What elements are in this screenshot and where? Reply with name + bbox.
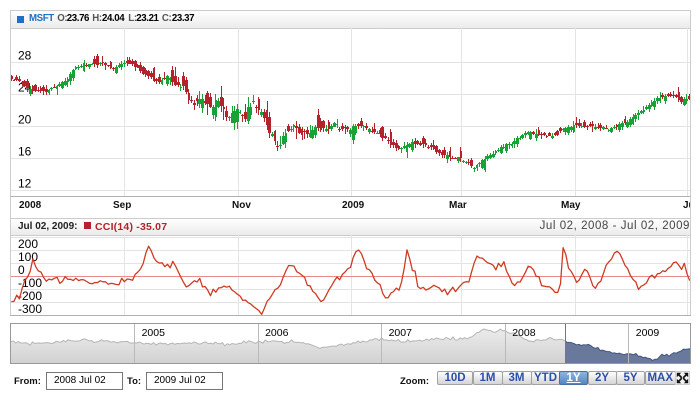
- svg-text:-300: -300: [18, 302, 42, 316]
- svg-text:200: 200: [18, 237, 38, 251]
- svg-text:2007: 2007: [389, 327, 413, 339]
- svg-text:2008: 2008: [512, 327, 536, 339]
- svg-text:2006: 2006: [265, 327, 289, 339]
- svg-text:12: 12: [18, 177, 32, 191]
- svg-text:2005: 2005: [142, 327, 166, 339]
- svg-text:0: 0: [18, 263, 25, 277]
- svg-text:20: 20: [18, 113, 32, 127]
- svg-text:16: 16: [18, 145, 32, 159]
- svg-text:-200: -200: [18, 289, 42, 303]
- svg-text:-100: -100: [18, 276, 42, 290]
- svg-text:100: 100: [18, 250, 38, 264]
- svg-text:28: 28: [18, 49, 32, 63]
- svg-text:2009: 2009: [636, 327, 660, 339]
